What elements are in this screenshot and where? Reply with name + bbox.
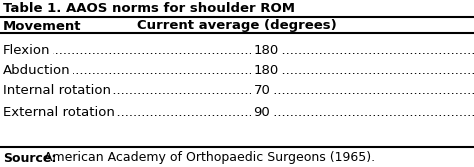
Text: ................................................................................: ........................................… (0, 106, 474, 119)
Text: Source:: Source: (3, 151, 56, 164)
Text: Movement: Movement (3, 20, 82, 33)
Text: American Academy of Orthopaedic Surgeons (1965).: American Academy of Orthopaedic Surgeons… (40, 151, 375, 164)
Text: Flexion: Flexion (3, 43, 51, 56)
Text: Table 1. AAOS norms for shoulder ROM: Table 1. AAOS norms for shoulder ROM (3, 3, 295, 16)
Text: 70: 70 (254, 84, 271, 97)
Text: 180: 180 (254, 43, 279, 56)
Text: Current average (degrees): Current average (degrees) (137, 20, 337, 33)
Text: ................................................................................: ........................................… (0, 84, 474, 97)
Text: ................................................................................: ........................................… (0, 63, 474, 76)
Text: ................................................................................: ........................................… (0, 43, 474, 56)
Text: Internal rotation: Internal rotation (3, 84, 111, 97)
Text: 90: 90 (254, 106, 270, 119)
Text: 180: 180 (254, 63, 279, 76)
Text: External rotation: External rotation (3, 106, 115, 119)
Text: Abduction: Abduction (3, 63, 71, 76)
